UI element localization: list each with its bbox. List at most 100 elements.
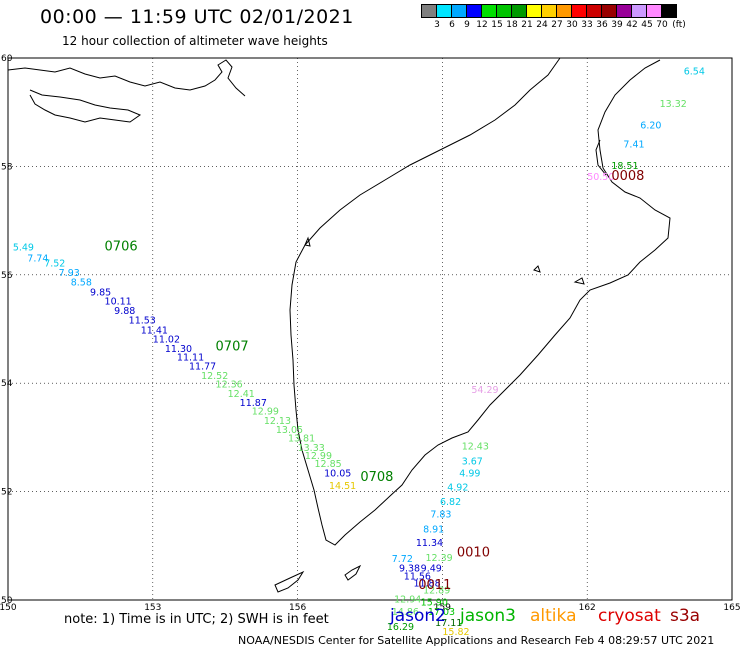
wave-height-value: 13.81 xyxy=(288,434,315,445)
wave-height-value: 9.85 xyxy=(90,287,111,298)
color-scale: 3 6 9 12 15 18 21 24 27 30 33 36 39 42 45 70 (ft) xyxy=(421,4,686,32)
map-frame xyxy=(7,57,733,601)
scale-label: 39 xyxy=(611,20,623,30)
scale-label: 3 xyxy=(434,20,440,30)
wave-height-labels: 5.497.747.527.938.589.8510.119.8811.5311… xyxy=(13,66,705,638)
wave-height-value: 10.05 xyxy=(324,468,351,479)
pass-time-label: 0707 xyxy=(216,340,249,355)
wave-height-value: 14.86 xyxy=(392,607,419,618)
legend-item-cryosat: cryosat xyxy=(598,606,661,626)
island-1 xyxy=(274,570,305,593)
lat-tick: 54 xyxy=(1,379,13,389)
scale-label: 15 xyxy=(491,20,503,30)
wave-height-value: 11.30 xyxy=(165,344,192,355)
scale-label: 6 xyxy=(449,20,455,30)
color-scale-swatches xyxy=(421,4,677,18)
wave-height-value: 7.74 xyxy=(27,253,48,264)
coastline xyxy=(7,57,671,593)
wave-height-value: 6.54 xyxy=(684,66,705,77)
scale-unit: (ft) xyxy=(672,20,686,30)
wave-height-value: 9.38 xyxy=(399,563,420,574)
lon-tick: 150 xyxy=(0,603,17,613)
wave-height-value: 13.33 xyxy=(298,443,325,454)
color-scale-labels: 3 6 9 12 15 18 21 24 27 30 33 36 39 42 45 70 (ft) xyxy=(422,18,686,32)
wave-height-value: 3.67 xyxy=(462,457,483,468)
lon-tick: 159 xyxy=(434,603,451,613)
wave-height-value: 7.41 xyxy=(623,139,644,150)
wave-height-value: 9.49 xyxy=(421,563,442,574)
wave-height-value: 18.51 xyxy=(611,161,638,172)
wave-height-value: 11.77 xyxy=(189,362,216,373)
wave-height-value: 12.99 xyxy=(252,407,279,418)
wave-height-value: 7.72 xyxy=(392,554,413,565)
scale-label: 12 xyxy=(476,20,488,30)
wave-height-value: 8.58 xyxy=(71,278,92,289)
pass-time-label: 0010 xyxy=(457,546,490,561)
wave-height-value: 11.02 xyxy=(153,335,180,346)
island-5 xyxy=(304,236,311,247)
legend-item-s3a: s3a xyxy=(670,606,701,626)
map-subtitle: 12 hour collection of altimeter wave hei… xyxy=(62,34,328,48)
wave-height-value: 7.52 xyxy=(44,259,65,270)
lon-tick: 165 xyxy=(723,603,740,613)
wave-height-value: 16.29 xyxy=(387,622,414,633)
wave-height-value: 4.92 xyxy=(447,483,468,494)
footer-credit: NOAA/NESDIS Center for Satellite Applica… xyxy=(238,634,715,647)
kamchatka-coast xyxy=(289,57,671,546)
scale-label: 9 xyxy=(464,20,470,30)
wave-height-value: 12.99 xyxy=(305,451,332,462)
wave-height-value: 11.87 xyxy=(240,398,267,409)
lat-tick: 60 xyxy=(1,54,13,64)
wave-height-value: 7.93 xyxy=(59,268,80,279)
kamchatka-inlet xyxy=(595,139,607,176)
axis-ticks: 150 153 156 159 162 165 60 58 56 54 52 50 xyxy=(0,54,740,613)
northern-coast xyxy=(7,59,246,97)
wave-height-value: 12.43 xyxy=(462,441,489,452)
lat-tick: 56 xyxy=(1,271,13,281)
wave-height-value: 12.85 xyxy=(314,459,341,470)
wave-height-value: 4.99 xyxy=(459,468,480,479)
scale-label: 30 xyxy=(566,20,578,30)
wave-height-value: 13.05 xyxy=(276,425,303,436)
wave-height-value: 17.03 xyxy=(428,607,455,618)
wave-height-value: 15.82 xyxy=(442,627,469,638)
wave-height-value: 17.11 xyxy=(435,618,462,629)
pass-time-label: 0011 xyxy=(418,578,451,593)
scale-label: 36 xyxy=(596,20,608,30)
wave-height-value: 12.89 xyxy=(423,585,450,596)
peninsula-coast xyxy=(29,89,142,123)
wave-height-value: 50.50 xyxy=(587,172,614,183)
scale-label: 33 xyxy=(581,20,593,30)
wave-height-value: 13.32 xyxy=(660,99,687,110)
wave-height-value: 7.83 xyxy=(430,510,451,521)
scale-swatch xyxy=(661,4,677,18)
wave-height-value: 11.34 xyxy=(416,538,443,549)
lat-tick: 58 xyxy=(1,162,13,172)
wave-height-value: 5.49 xyxy=(13,242,34,253)
map-title: 00:00 — 11:59 UTC 02/01/2021 xyxy=(40,6,354,28)
scale-label: 24 xyxy=(536,20,548,30)
island-4 xyxy=(573,277,585,285)
wave-height-value: 11.11 xyxy=(177,352,204,363)
pass-labels: 0706 0707 0708 0008 0010 0011 xyxy=(105,169,645,593)
wave-height-value: 9.88 xyxy=(114,306,135,317)
scale-label: 21 xyxy=(521,20,533,30)
wave-height-value: 11.88 xyxy=(413,578,440,589)
wave-height-value: 10.11 xyxy=(105,297,132,308)
legend-item-altika: altika xyxy=(530,606,577,626)
scale-label: 45 xyxy=(641,20,653,30)
lat-tick: 50 xyxy=(1,596,13,606)
wave-height-value: 12.39 xyxy=(426,553,453,564)
lat-tick: 52 xyxy=(1,488,12,498)
wave-height-value: 12.13 xyxy=(264,416,291,427)
pass-time-label: 0008 xyxy=(611,169,644,184)
wave-height-value: 6.20 xyxy=(640,120,661,131)
wave-height-value: 12.94 xyxy=(394,595,421,606)
scale-label: 42 xyxy=(626,20,638,30)
pass-time-label: 0706 xyxy=(105,239,138,254)
island-3 xyxy=(533,265,541,273)
pass-time-label: 0708 xyxy=(360,470,393,485)
scale-label: 27 xyxy=(551,20,563,30)
wave-height-value: 15.90 xyxy=(421,597,448,608)
